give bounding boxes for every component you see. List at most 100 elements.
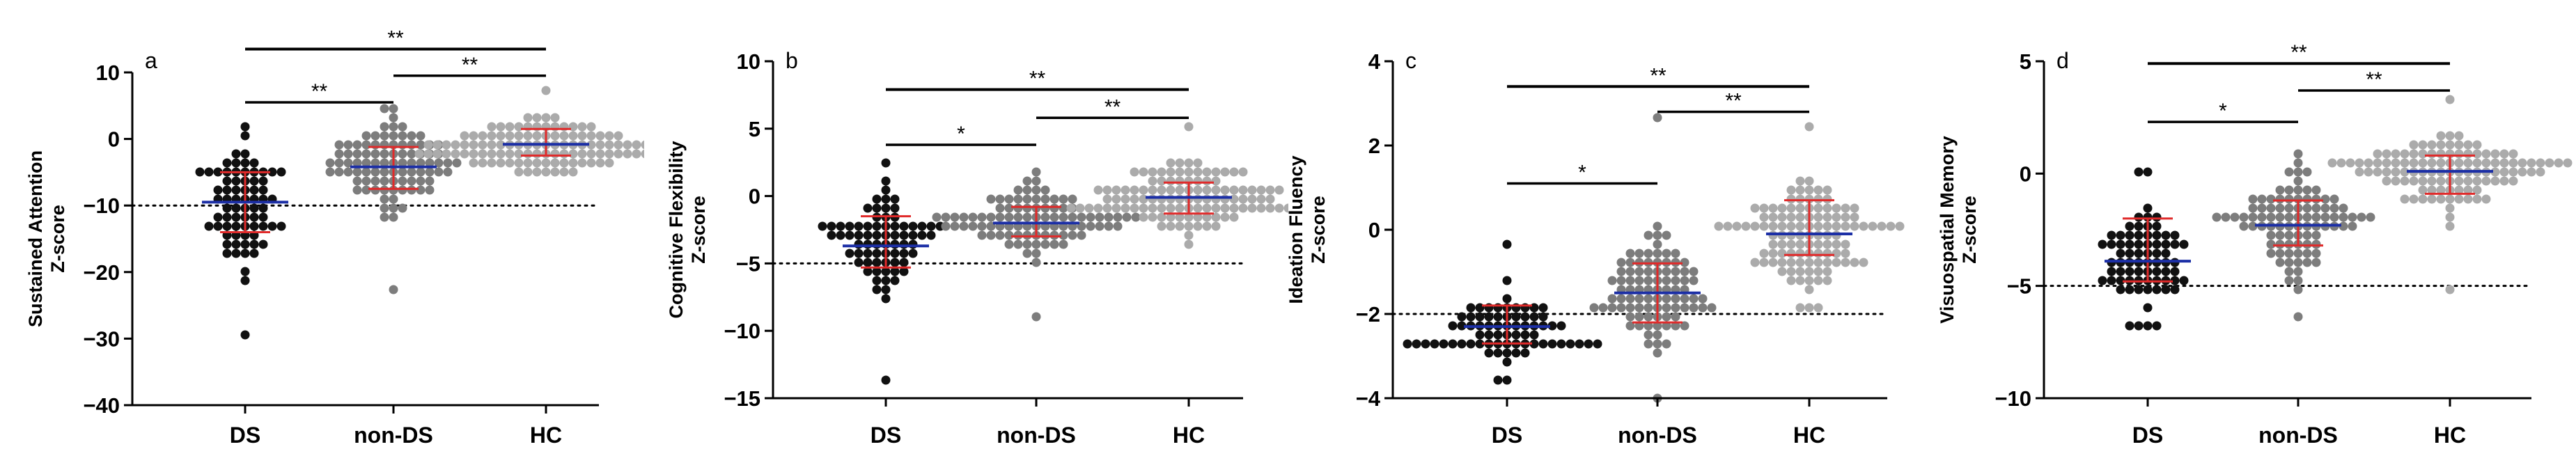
data-point-hc: [514, 167, 524, 177]
data-point-hc: [1795, 267, 1805, 276]
data-point-ds: [1511, 348, 1521, 358]
data-point-hc: [1157, 194, 1166, 204]
data-point-hc: [514, 158, 524, 168]
data-point-hc: [496, 140, 506, 150]
data-point-non-ds: [2293, 149, 2303, 159]
data-point-non-ds: [995, 203, 1005, 213]
data-point-non-ds: [968, 221, 978, 231]
data-point-hc: [1777, 212, 1787, 222]
data-point-ds: [222, 249, 232, 258]
data-point-non-ds: [1625, 249, 1635, 258]
data-point-non-ds: [1625, 303, 1635, 313]
data-point-ds: [2152, 239, 2162, 249]
data-point-ds: [863, 230, 873, 240]
data-point-hc: [1750, 203, 1760, 213]
data-point-hc: [1723, 221, 1733, 231]
data-point-ds: [1529, 339, 1539, 349]
data-point-non-ds: [2293, 312, 2303, 322]
data-point-ds: [899, 258, 909, 267]
data-point-ds: [2170, 239, 2180, 249]
data-point-hc: [1832, 239, 1841, 249]
data-point-hc: [559, 167, 569, 177]
data-point-hc: [2536, 158, 2545, 168]
data-point-hc: [505, 149, 515, 159]
data-point-non-ds: [1068, 212, 1077, 222]
data-point-non-ds: [425, 158, 435, 168]
data-point-non-ds: [2284, 212, 2294, 222]
data-point-non-ds: [1040, 194, 1050, 204]
data-point-hc: [1130, 167, 1139, 177]
data-point-ds: [1538, 312, 1548, 322]
data-point-ds: [1556, 321, 1566, 331]
data-point-ds: [2161, 230, 2171, 240]
data-point-hc: [1786, 194, 1796, 204]
error-bar-hc: [2425, 155, 2475, 195]
data-point-hc: [1211, 185, 1221, 195]
data-point-ds: [818, 221, 827, 231]
data-point-hc: [1841, 239, 1850, 249]
data-point-hc: [2508, 149, 2518, 159]
data-point-non-ds: [2320, 203, 2330, 213]
data-point-hc: [1822, 276, 1832, 285]
data-point-hc: [1868, 221, 1878, 231]
data-point-ds: [249, 185, 259, 195]
data-point-hc: [2490, 167, 2500, 177]
data-point-ds: [2143, 285, 2153, 294]
data-point-non-ds: [2302, 258, 2312, 267]
data-point-hc: [460, 140, 469, 150]
data-point-ds: [2143, 203, 2153, 213]
data-point-hc: [1130, 194, 1139, 204]
data-point-hc: [2554, 158, 2563, 168]
data-point-non-ds: [1644, 276, 1653, 285]
data-point-non-ds: [334, 149, 344, 159]
data-point-non-ds: [1698, 303, 1708, 313]
data-point-non-ds: [1049, 194, 1059, 204]
data-point-ds: [854, 239, 864, 249]
data-point-hc: [1786, 267, 1796, 276]
data-point-non-ds: [2302, 167, 2312, 177]
data-point-non-ds: [1031, 176, 1041, 186]
data-point-hc: [1274, 203, 1284, 213]
data-point-non-ds: [2266, 249, 2276, 258]
data-point-hc: [2409, 149, 2419, 159]
data-point-non-ds: [1013, 212, 1023, 222]
data-point-non-ds: [2329, 203, 2339, 213]
data-point-ds: [908, 230, 918, 240]
data-point-ds: [1439, 339, 1449, 349]
data-point-hc: [2545, 158, 2554, 168]
data-point-hc: [623, 140, 632, 150]
data-point-hc: [1184, 122, 1194, 132]
data-point-non-ds: [2275, 249, 2285, 258]
data-point-hc: [1220, 203, 1230, 213]
data-point-ds: [2125, 230, 2134, 240]
data-point-hc: [1220, 167, 1230, 177]
data-point-hc: [1202, 194, 1212, 204]
data-point-hc: [1102, 185, 1112, 195]
data-point-ds: [926, 230, 936, 240]
data-point-non-ds: [1004, 230, 1014, 240]
data-point-non-ds: [434, 167, 444, 177]
significance-label: **: [311, 80, 328, 103]
data-point-hc: [1804, 194, 1814, 204]
data-point-non-ds: [398, 122, 407, 132]
data-point-hc: [2445, 285, 2455, 294]
data-point-non-ds: [941, 221, 951, 231]
y-tick-label: −5: [736, 251, 760, 276]
data-point-hc: [2400, 176, 2410, 186]
data-point-hc: [1777, 203, 1787, 213]
data-point-ds: [231, 212, 241, 222]
data-point-hc: [2463, 158, 2473, 168]
data-point-hc: [2409, 140, 2419, 150]
data-point-hc: [1832, 212, 1841, 222]
data-point-non-ds: [2339, 203, 2348, 213]
data-point-ds: [836, 230, 845, 240]
data-point-non-ds: [2248, 203, 2258, 213]
data-point-hc: [1804, 185, 1814, 195]
chart-panel-b: 10 5 0 −5 −10 −15 DS non-DS HC Cognitive Flexibil…: [644, 0, 1288, 472]
data-point-non-ds: [398, 176, 407, 186]
data-point-ds: [2152, 230, 2162, 240]
data-point-hc: [1777, 221, 1787, 231]
data-point-ds: [231, 185, 241, 195]
data-point-non-ds: [2266, 212, 2276, 222]
data-point-non-ds: [1625, 294, 1635, 304]
